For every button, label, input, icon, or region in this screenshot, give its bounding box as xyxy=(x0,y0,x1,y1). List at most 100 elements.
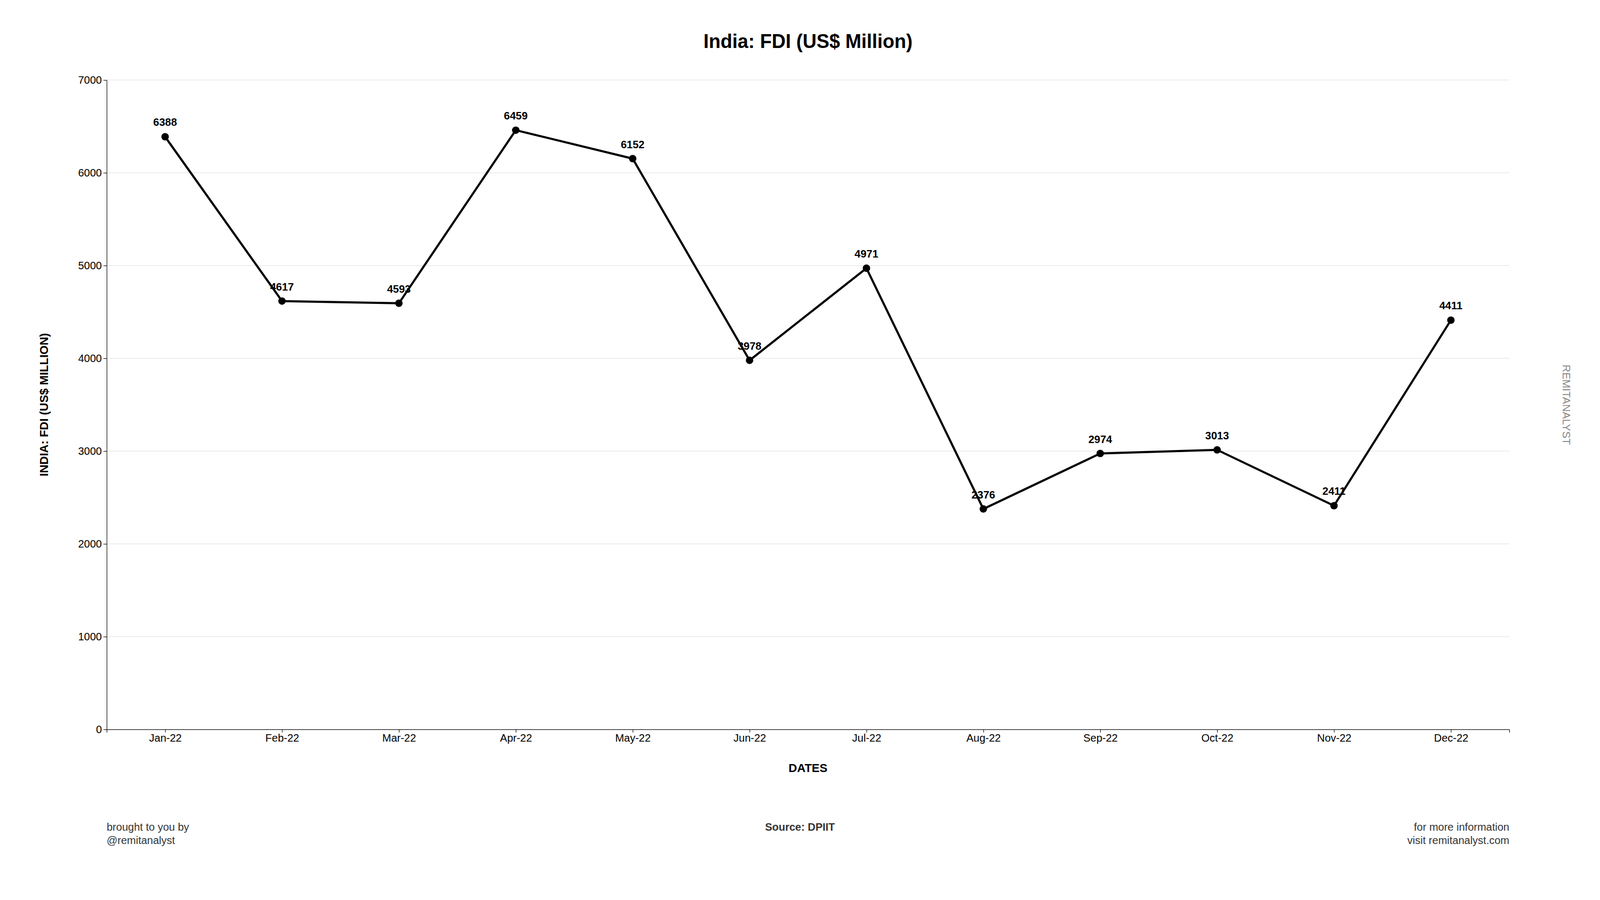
x-tick-label: Mar-22 xyxy=(382,732,416,744)
point xyxy=(161,132,170,141)
point xyxy=(1446,316,1455,324)
grid-line xyxy=(106,172,1510,174)
x-tick: Apr-22 xyxy=(500,729,533,744)
y-tick-label: 5000 xyxy=(78,259,103,272)
footer-text: brought to you by@remitanalyst xyxy=(106,821,190,847)
x-tick-label: Jan-22 xyxy=(149,732,182,744)
x-tick-label: Nov-22 xyxy=(1317,732,1352,744)
y-tick-label: 7000 xyxy=(78,74,103,86)
x-tick-label: Apr-22 xyxy=(500,732,533,744)
y-axis-title: INDIA: FDI (US$ MILLION) xyxy=(37,333,51,477)
data-label: 6388 xyxy=(153,116,178,128)
y-tick: 6000 xyxy=(78,166,108,179)
annotation-line: Source: DPIIT xyxy=(764,821,835,834)
point xyxy=(862,264,871,272)
point xyxy=(1330,501,1338,510)
x-tick-label: Sep-22 xyxy=(1083,732,1118,744)
annotation-line: @remitanalyst xyxy=(106,834,176,847)
point xyxy=(628,155,637,163)
y-tick-label: 2000 xyxy=(78,538,103,550)
data-label: 6152 xyxy=(620,138,645,151)
x-tick: Dec-22 xyxy=(1434,729,1469,744)
data-label: 4593 xyxy=(387,283,412,295)
y-tick: 3000 xyxy=(78,445,108,458)
y-tick-mark xyxy=(103,358,107,359)
x-tick: Jan-22 xyxy=(149,729,182,744)
y-tick-label: 1000 xyxy=(78,630,103,643)
chart: 0 1000 2000 3000 4000 5000 6000 7000 Jan-22 Feb-2… xyxy=(0,0,1600,900)
data-label: 4617 xyxy=(270,281,295,293)
x-axis-title: DATES xyxy=(788,761,828,775)
x-tick-label: Feb-22 xyxy=(265,732,300,744)
x-tick: Sep-22 xyxy=(1083,729,1118,744)
y-axis: 0 1000 2000 3000 4000 5000 6000 7000 xyxy=(78,74,108,736)
side-text: REMITANALYST xyxy=(1560,364,1573,445)
grid-line xyxy=(106,358,1510,359)
y-tick: 2000 xyxy=(78,538,108,550)
x-tick-label: Dec-22 xyxy=(1434,732,1469,744)
footer-text: for more informationvisit remitanalyst.c… xyxy=(1407,821,1510,847)
data-label: 2376 xyxy=(971,489,996,501)
data-label: 2974 xyxy=(1088,433,1113,446)
data-label: 6459 xyxy=(504,109,528,122)
x-tick: May-22 xyxy=(614,729,651,744)
x-axis-line xyxy=(107,730,1510,734)
grid-line xyxy=(106,636,1510,638)
annotation-line: for more information xyxy=(1413,821,1510,834)
point xyxy=(512,126,520,134)
data-label: 3978 xyxy=(737,340,762,352)
title: India: FDI (US$ Million) xyxy=(703,30,913,53)
grid-line xyxy=(106,80,1510,81)
marks xyxy=(161,126,1455,513)
point xyxy=(1096,450,1104,458)
annotation-line: brought to you by xyxy=(106,821,190,834)
y-tick-label: 0 xyxy=(96,723,102,736)
data-labels: 6388 4617 4593 6459 6152 3978 4971 2376 2974 3013… xyxy=(153,109,1463,501)
y-tick-mark xyxy=(103,80,107,81)
y-tick-mark xyxy=(103,544,107,545)
y-tick: 0 xyxy=(96,723,107,736)
x-tick-label: Oct-22 xyxy=(1201,732,1234,744)
y-tick-label: 4000 xyxy=(78,352,103,365)
y-tick-mark xyxy=(103,729,107,731)
footer-text: Source: DPIIT xyxy=(764,821,835,834)
x-tick-label: May-22 xyxy=(614,732,651,744)
x-tick: Nov-22 xyxy=(1317,729,1352,744)
plot: 0 1000 2000 3000 4000 5000 6000 7000 Jan-22 Feb-2… xyxy=(78,74,1510,744)
x-tick-label: Aug-22 xyxy=(966,732,1002,744)
line xyxy=(165,130,1452,509)
point xyxy=(278,297,286,306)
x-tick: Jun-22 xyxy=(733,729,766,744)
point xyxy=(395,299,403,308)
y-tick-label: 6000 xyxy=(78,166,103,179)
grid-line xyxy=(106,265,1510,267)
grid-line xyxy=(106,451,1510,452)
y-tick-label: 3000 xyxy=(78,445,103,458)
data-label: 4971 xyxy=(854,248,879,260)
data-label: 3013 xyxy=(1205,429,1230,442)
point xyxy=(745,356,754,365)
data-label: 4411 xyxy=(1439,299,1463,312)
point xyxy=(979,505,988,514)
x-tick: Oct-22 xyxy=(1201,729,1234,744)
x-axis: Jan-22 Feb-22 Mar-22 Apr-22 May-22 Jun-22 Jul-… xyxy=(107,729,1510,744)
annotation-line: visit remitanalyst.com xyxy=(1407,834,1510,847)
y-tick-mark xyxy=(103,636,107,638)
x-tick-label: Jul-22 xyxy=(852,732,882,744)
y-axis-line xyxy=(103,80,108,731)
data-label: 2411 xyxy=(1322,485,1346,498)
y-tick-mark xyxy=(103,172,107,174)
x-tick: Mar-22 xyxy=(382,729,416,744)
grid-line xyxy=(106,544,1510,545)
x-tick: Aug-22 xyxy=(966,729,1002,744)
grid xyxy=(106,80,1510,730)
y-tick: 7000 xyxy=(78,74,108,86)
y-tick: 1000 xyxy=(78,630,108,643)
x-tick: Feb-22 xyxy=(265,729,300,744)
y-tick-mark xyxy=(103,451,107,452)
x-tick: Jul-22 xyxy=(852,729,882,744)
point xyxy=(1213,446,1221,454)
x-tick-label: Jun-22 xyxy=(733,732,766,744)
y-tick: 4000 xyxy=(78,352,108,365)
y-tick: 5000 xyxy=(78,259,108,272)
